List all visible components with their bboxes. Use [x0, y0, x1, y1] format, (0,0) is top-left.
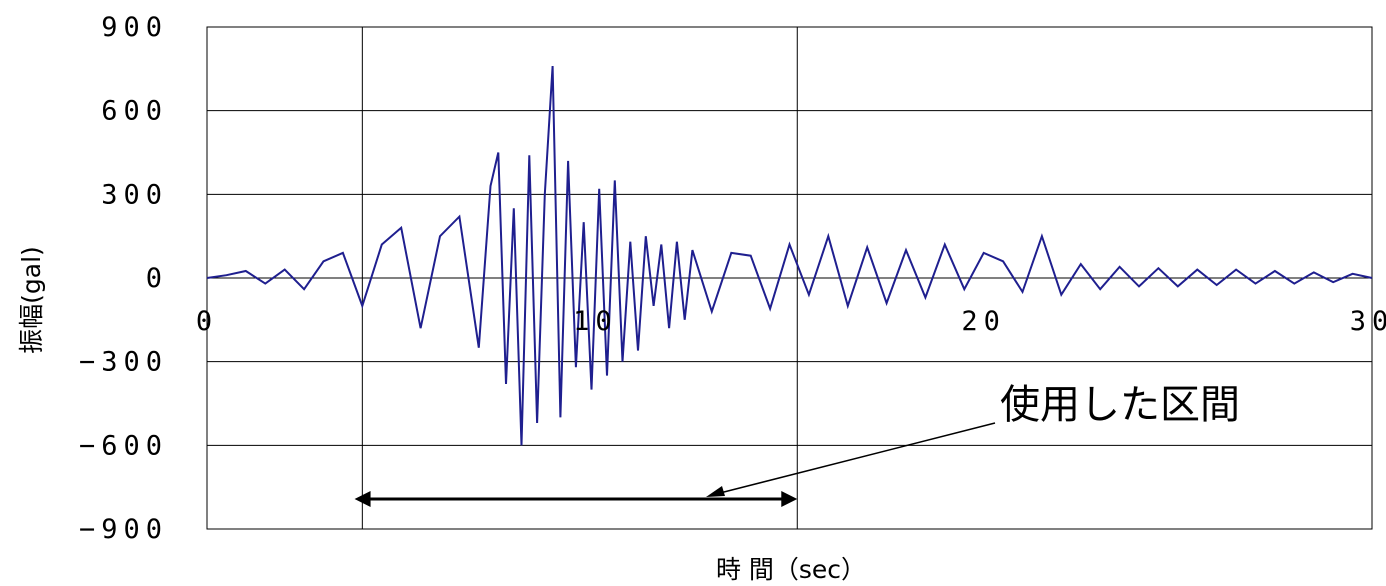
pointer-arrow-line	[719, 422, 996, 494]
y-tick-label-2: 300	[101, 179, 168, 210]
y-tick-label-1: 600	[101, 96, 168, 127]
y-axis-title: 振幅(gal)	[17, 246, 46, 354]
annotation-pointer-arrow	[706, 422, 996, 497]
x-tick-label-1: 10	[573, 306, 618, 337]
interval-arrow-head-right	[781, 491, 798, 507]
y-tick-label-4: −300	[79, 347, 168, 378]
y-tick-label-3: 0	[146, 263, 168, 294]
y-tick-label-0: 900	[101, 12, 168, 43]
pointer-arrow-head	[706, 486, 725, 497]
x-tick-labels: 0 10 20 30	[196, 306, 1386, 337]
waveform-series-line	[206, 65, 1373, 446]
interval-annotation-label: 使用した区間	[1000, 382, 1240, 428]
y-tick-labels: 900 600 300 0 −300 −600 −900	[79, 12, 168, 545]
interval-arrow-head-left	[354, 491, 371, 507]
y-tick-label-6: −900	[79, 514, 168, 545]
x-tick-label-3: 30	[1350, 306, 1386, 337]
interval-double-arrow	[354, 491, 798, 507]
y-tick-label-5: −600	[79, 430, 168, 461]
x-tick-label-2: 20	[961, 306, 1006, 337]
x-tick-label-0: 0	[196, 306, 218, 337]
x-axis-title: 時 間（sec）	[716, 555, 866, 584]
